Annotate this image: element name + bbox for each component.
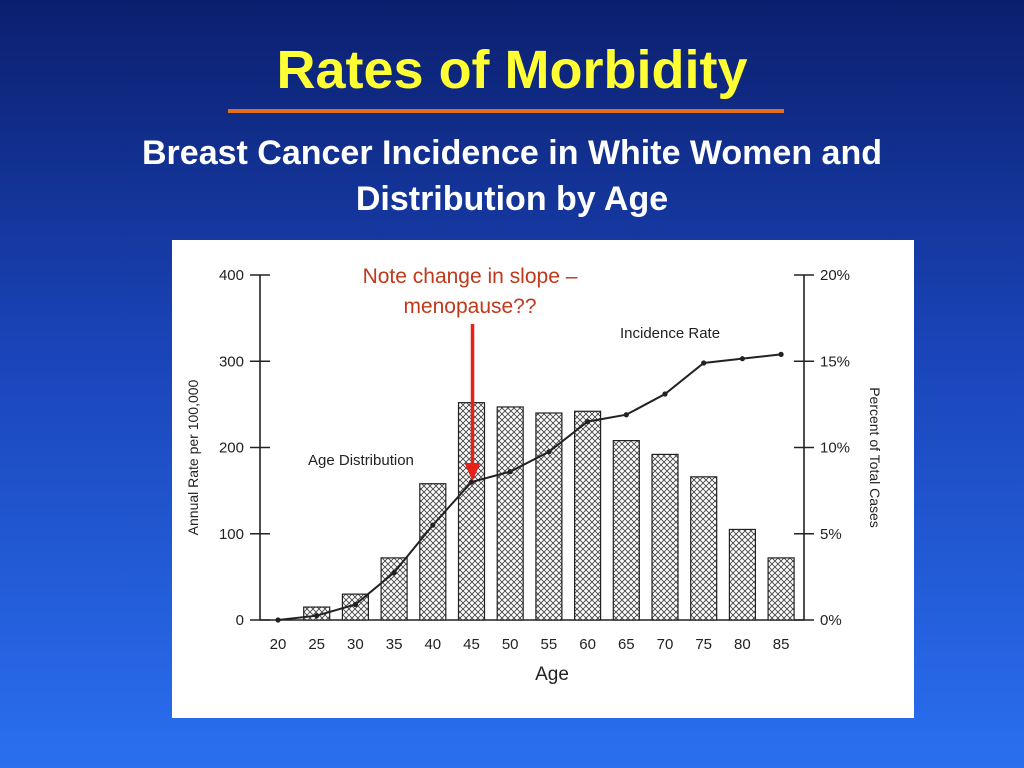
incidence-rate-point bbox=[546, 449, 552, 455]
left-tick-label: 0 bbox=[236, 612, 244, 629]
left-tick-label: 300 bbox=[219, 353, 244, 370]
x-tick-label: 50 bbox=[502, 636, 519, 653]
right-tick-label: 15% bbox=[820, 353, 850, 370]
age-distribution-bar bbox=[380, 557, 408, 621]
note-line-1: Note change in slope – bbox=[362, 265, 578, 288]
incidence-rate-line bbox=[275, 351, 784, 623]
age-distribution-bar bbox=[612, 440, 640, 621]
slide-title: Rates of Morbidity bbox=[276, 40, 748, 100]
x-tick-label: 20 bbox=[270, 636, 287, 653]
title-underline bbox=[228, 109, 784, 113]
note-line-2: menopause?? bbox=[403, 295, 537, 318]
annotation-note: Note change in slope – menopause?? bbox=[330, 262, 610, 322]
incidence-rate-point bbox=[352, 601, 358, 608]
chart-labels: 0 100 200 300 400 0% 5% 10% 15% 20% 20 25 30 35 40 45 50… bbox=[185, 267, 883, 685]
incidence-rate-point bbox=[468, 479, 475, 485]
incidence-rate-point bbox=[275, 617, 281, 623]
x-tick-label: 30 bbox=[347, 636, 364, 653]
left-tick-label: 400 bbox=[219, 267, 244, 284]
incidence-rate-point bbox=[391, 569, 397, 576]
age-distribution-bar bbox=[535, 412, 563, 621]
incidence-rate-point bbox=[623, 412, 629, 418]
right-tick-label: 0% bbox=[820, 612, 842, 629]
incidence-rate-point bbox=[314, 613, 320, 619]
x-axis-title: Age bbox=[535, 664, 569, 685]
left-axis-title: Annual Rate per 100,000 bbox=[185, 379, 201, 535]
age-distribution-bar bbox=[419, 483, 447, 621]
incidence-rate-point bbox=[430, 522, 436, 528]
age-distribution-bar bbox=[496, 406, 524, 621]
x-tick-label: 25 bbox=[308, 636, 325, 653]
incidence-rate-point bbox=[778, 351, 784, 357]
incidence-rate-point bbox=[739, 356, 746, 362]
annotation-arrow-head bbox=[464, 463, 481, 481]
right-axis-title: Percent of Total Cases bbox=[867, 387, 883, 528]
x-tick-label: 85 bbox=[773, 636, 790, 653]
age-distribution-bars bbox=[303, 402, 795, 621]
x-tick-label: 45 bbox=[463, 636, 480, 653]
chart-svg: 0 100 200 300 400 0% 5% 10% 15% 20% 20 25 30 35 40 45 50… bbox=[185, 267, 883, 685]
slide-subtitle: Breast Cancer Incidence in White Women a… bbox=[142, 134, 882, 218]
age-distribution-bar bbox=[651, 453, 679, 621]
annotation-arrow bbox=[464, 324, 481, 481]
x-tick-label: 35 bbox=[386, 636, 403, 653]
x-tick-label: 75 bbox=[695, 636, 712, 653]
incidence-rate-polyline bbox=[277, 353, 782, 621]
chart-panel: 0 100 200 300 400 0% 5% 10% 15% 20% 20 25 30 35 40 45 50… bbox=[172, 240, 914, 718]
incidence-rate-point bbox=[701, 360, 707, 366]
x-tick-label: 70 bbox=[657, 636, 674, 653]
age-distribution-bar bbox=[690, 476, 718, 621]
x-tick-label: 65 bbox=[618, 636, 635, 653]
x-tick-label: 60 bbox=[579, 636, 596, 653]
age-distribution-bar bbox=[574, 410, 602, 621]
age-distribution-label: Age Distribution bbox=[308, 452, 414, 469]
x-tick-label: 80 bbox=[734, 636, 751, 653]
x-tick-label: 55 bbox=[541, 636, 558, 653]
incidence-rate-point bbox=[662, 391, 668, 397]
age-distribution-bar bbox=[767, 557, 795, 621]
incidence-rate-label: Incidence Rate bbox=[620, 325, 720, 342]
incidence-rate-point bbox=[585, 419, 591, 425]
left-tick-label: 200 bbox=[219, 440, 244, 457]
right-tick-label: 5% bbox=[820, 526, 842, 543]
right-tick-label: 10% bbox=[820, 440, 850, 457]
x-tick-label: 40 bbox=[424, 636, 441, 653]
left-tick-label: 100 bbox=[219, 526, 244, 543]
right-tick-label: 20% bbox=[820, 267, 850, 284]
incidence-rate-point bbox=[507, 469, 513, 475]
age-distribution-bar bbox=[728, 528, 757, 621]
